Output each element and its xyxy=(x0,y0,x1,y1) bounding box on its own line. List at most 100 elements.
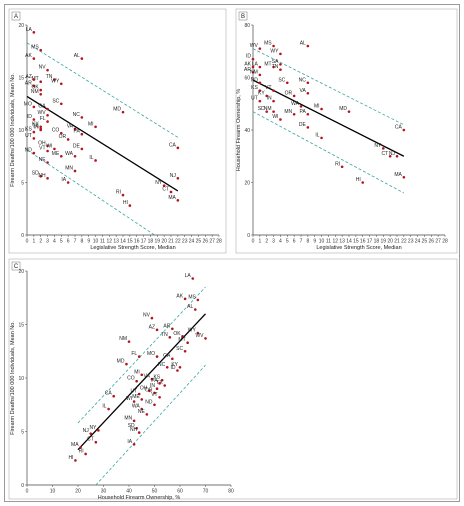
y-tick-label: 20 xyxy=(244,180,250,186)
data-point xyxy=(59,82,63,86)
figure-frame: A 0 1 2 3 4 5 6 7 8 9 10 11 12 13 14 15 16 17 18 19 20 21 22 23 2… xyxy=(4,4,460,502)
x-tick-label: 2 xyxy=(39,239,42,245)
y-axis-title: Firearm Deaths/100 000 Individuals, Mean… xyxy=(10,73,16,187)
point-label: AZ xyxy=(149,324,155,330)
data-point xyxy=(258,73,262,77)
y-tick-label: 10 xyxy=(18,128,24,134)
data-point xyxy=(155,387,159,391)
point-label: SA xyxy=(272,59,279,65)
data-point xyxy=(32,137,36,140)
point-label: AL xyxy=(74,53,80,59)
data-point xyxy=(73,127,77,131)
data-point xyxy=(388,154,392,158)
data-point xyxy=(395,154,399,158)
point-label: HI xyxy=(356,177,361,183)
x-tick-label: 10 xyxy=(50,489,56,495)
data-point xyxy=(176,177,180,180)
panel-frame xyxy=(8,8,227,254)
data-point xyxy=(59,154,63,158)
data-point xyxy=(46,149,49,153)
x-tick-label: 5 xyxy=(286,239,289,245)
x-tick-label: 60 xyxy=(177,489,183,495)
data-point xyxy=(39,125,43,129)
point-label: MA xyxy=(394,172,402,178)
data-point xyxy=(306,112,310,116)
point-label: NJ xyxy=(83,428,90,434)
data-point xyxy=(153,403,156,407)
point-label: IL xyxy=(89,155,93,161)
x-tick-label: 70 xyxy=(203,489,209,495)
data-point xyxy=(176,369,179,372)
data-point xyxy=(73,154,77,158)
point-label: HI xyxy=(123,200,128,206)
point-label: MD xyxy=(117,359,125,365)
point-label: NM xyxy=(264,106,272,112)
point-label: MI xyxy=(314,104,320,110)
point-label: OH xyxy=(140,385,148,391)
data-point xyxy=(32,130,36,134)
data-point xyxy=(53,147,56,151)
data-point xyxy=(251,65,255,69)
point-label: WV xyxy=(38,110,47,116)
panel-letter: A xyxy=(14,14,18,20)
point-label: OK xyxy=(31,85,39,91)
point-label: VA xyxy=(300,88,307,94)
point-label: RI xyxy=(79,448,84,454)
point-label: CT xyxy=(162,186,169,192)
point-label: NM xyxy=(119,336,127,342)
point-label: WY xyxy=(51,78,60,84)
point-label: NE xyxy=(39,157,47,163)
data-point xyxy=(196,298,200,302)
x-tick-label: 7 xyxy=(74,239,77,245)
x-tick-label: 18 xyxy=(374,239,380,245)
data-point xyxy=(265,110,269,113)
point-label: WA xyxy=(65,151,74,157)
data-point xyxy=(125,362,128,366)
data-point xyxy=(84,452,87,456)
point-label: AL xyxy=(300,41,306,47)
point-label: NJ xyxy=(389,151,396,157)
data-point xyxy=(80,147,84,151)
y-tick-label: 0 xyxy=(21,483,24,489)
x-tick-label: 0 xyxy=(252,239,255,245)
point-label: AR xyxy=(244,67,251,73)
point-label: SD xyxy=(128,423,135,429)
data-point xyxy=(176,199,180,202)
point-label: VT xyxy=(265,85,271,91)
point-label: RI xyxy=(116,190,121,196)
data-point xyxy=(169,190,173,194)
x-tick-label: 4 xyxy=(53,239,56,245)
point-label: IN xyxy=(267,96,272,102)
x-tick-label: 8 xyxy=(80,239,83,245)
data-point xyxy=(165,366,169,369)
data-point xyxy=(272,110,275,113)
data-point xyxy=(39,80,43,83)
point-label: ME xyxy=(52,151,60,157)
data-point xyxy=(46,161,49,164)
data-point xyxy=(32,57,36,60)
y-axis-title: Household Firearm Ownership, % xyxy=(236,89,242,172)
data-point xyxy=(186,341,189,344)
data-point xyxy=(132,400,136,403)
data-point xyxy=(381,147,385,150)
point-label: SD xyxy=(32,171,39,177)
data-point xyxy=(46,107,49,111)
y-tick-label: 0 xyxy=(247,233,250,239)
panel-frame xyxy=(8,258,458,500)
point-label: DE xyxy=(73,143,81,149)
point-label: PA xyxy=(74,129,81,135)
point-label: SD xyxy=(258,106,265,112)
x-tick-label: 4 xyxy=(279,239,282,245)
data-point xyxy=(140,407,144,411)
point-label: AZ xyxy=(25,74,31,80)
data-point xyxy=(132,443,136,446)
point-label: MS xyxy=(264,41,272,47)
point-label: IA xyxy=(61,177,66,183)
point-label: NC xyxy=(299,77,307,83)
data-point xyxy=(150,316,154,320)
lower-band-line xyxy=(95,364,206,486)
point-label: IL xyxy=(102,404,106,410)
x-tick-label: 11 xyxy=(100,239,105,245)
data-point xyxy=(39,88,43,92)
upper-band-line xyxy=(252,48,405,126)
